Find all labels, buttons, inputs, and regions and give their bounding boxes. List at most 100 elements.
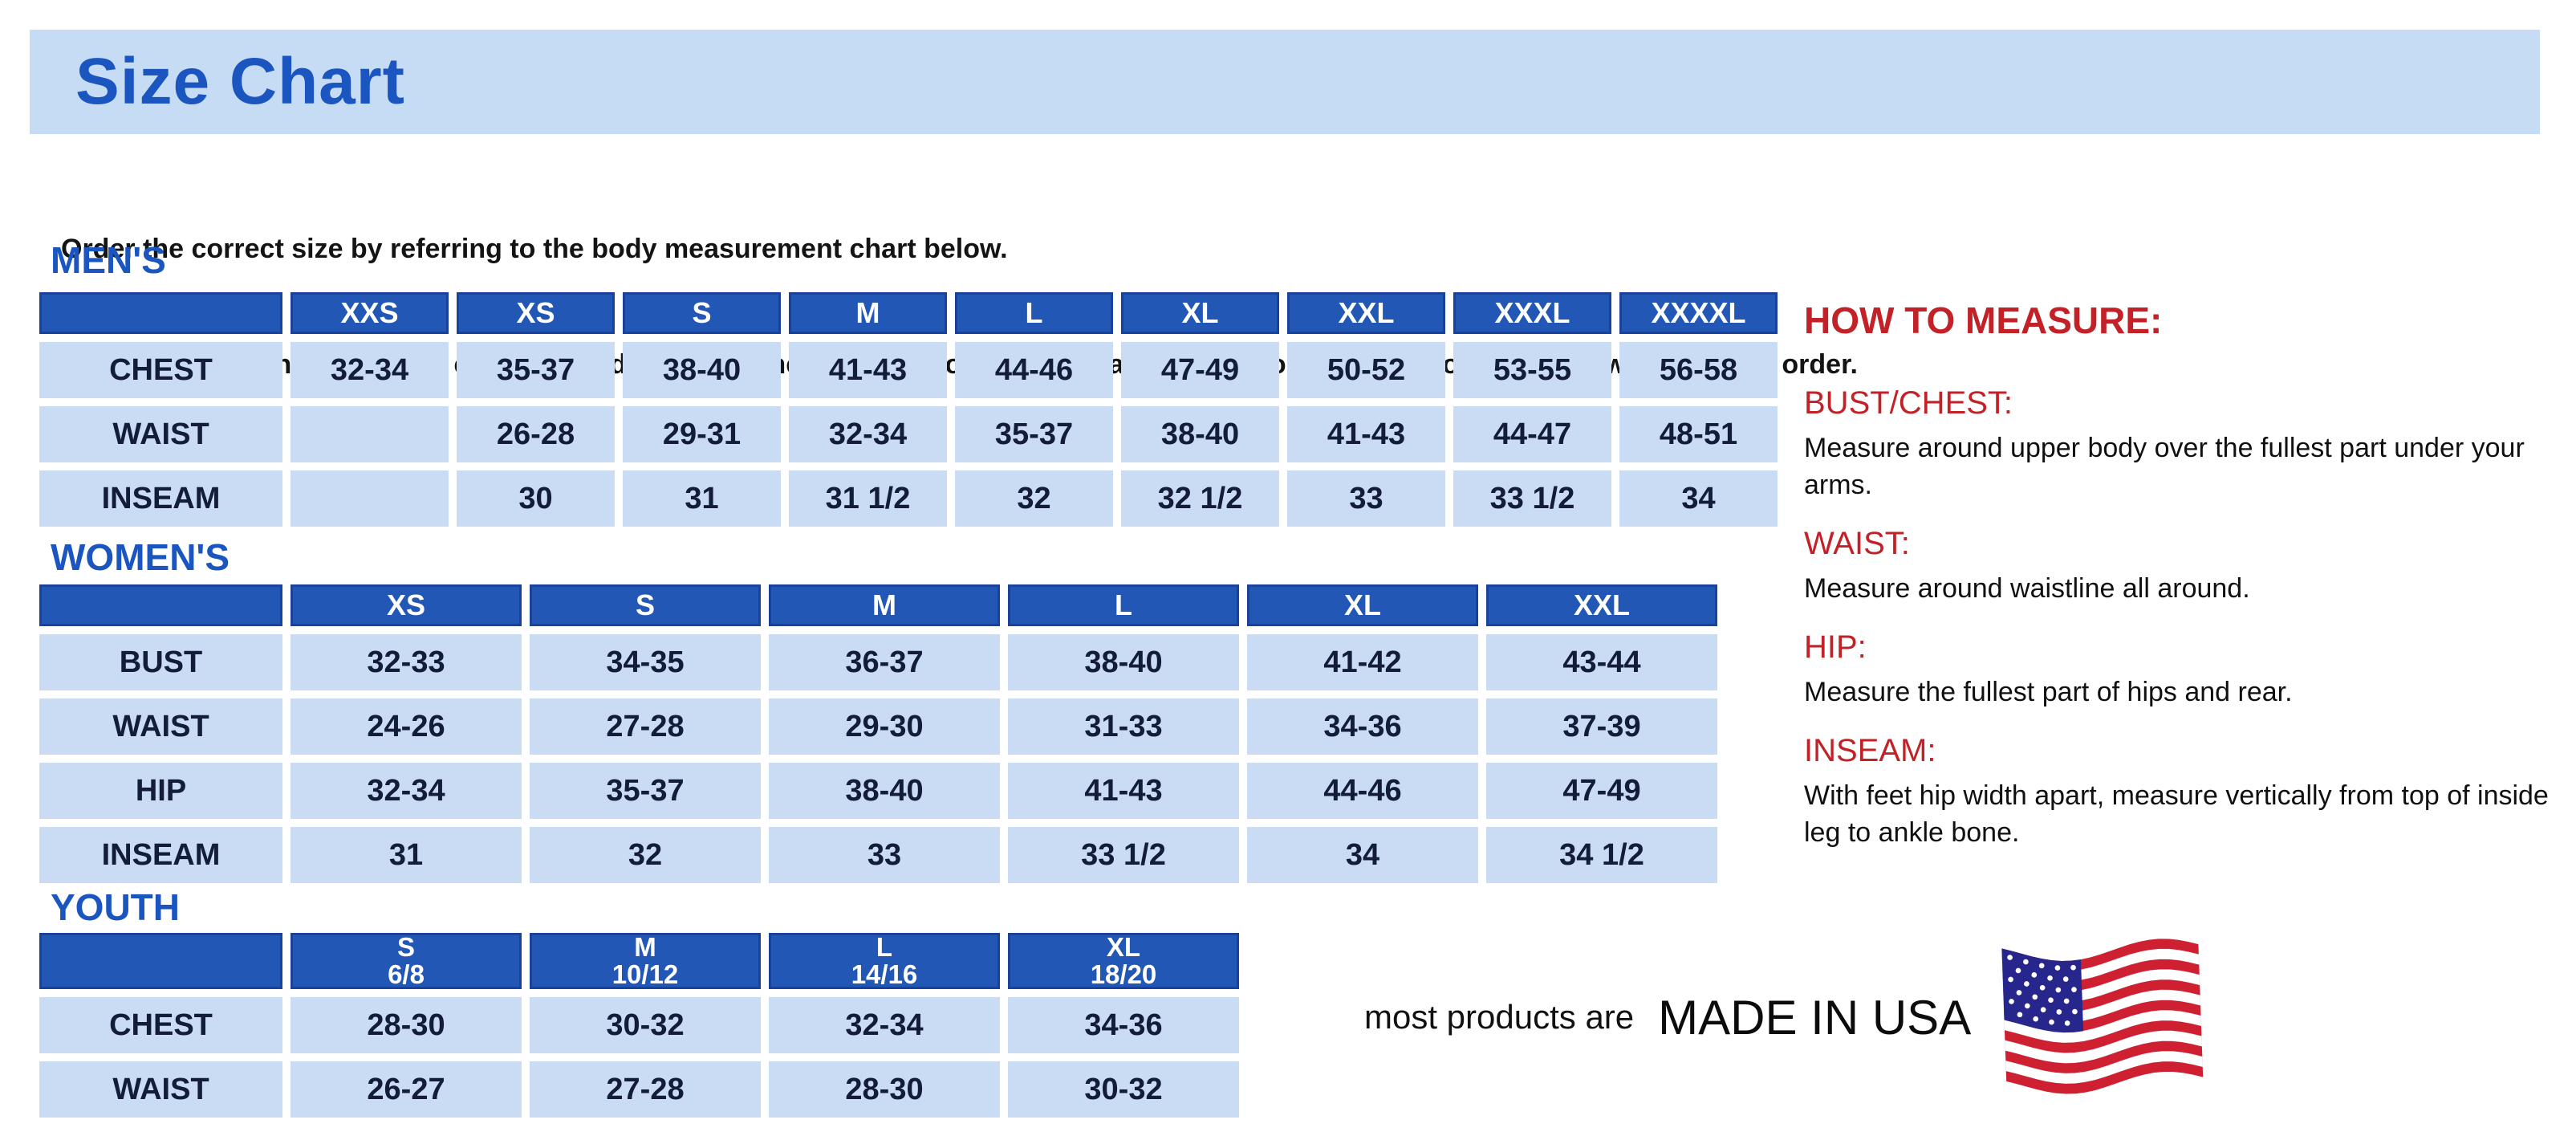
page-title: Size Chart [75, 45, 405, 118]
size-value-cell: 56-58 [1619, 342, 1778, 398]
mens-row-chest: CHEST 32-34 35-37 38-40 41-43 44-46 47-49 50-52… [39, 342, 1778, 398]
corner-cell [39, 292, 282, 334]
corner-cell [39, 933, 282, 989]
measure-item-text: Measure around upper body over the fulle… [1804, 433, 2525, 500]
size-col-header: XXXL [1453, 292, 1611, 334]
size-col-range: 18/20 [1090, 959, 1157, 989]
mens-size-table: XXS XS S M L XL XXL XXXL XXXXL CHEST 32-34 35-37 38-… [39, 292, 1778, 527]
row-label-cell: WAIST [39, 1061, 282, 1118]
size-value-cell: 27-28 [530, 1061, 761, 1118]
mens-row-inseam: INSEAM 30 31 31 1/2 32 32 1/2 33 33 1/2 34 [39, 470, 1778, 527]
size-value-cell: 41-42 [1247, 634, 1478, 690]
size-value-cell: 33 [1287, 470, 1445, 527]
measure-item-text: With feet hip width apart, measure verti… [1804, 780, 2549, 848]
size-value-cell: 32-34 [291, 763, 522, 819]
intro-line-1: Order the correct size by referring to t… [61, 234, 1008, 264]
size-value-cell: 37-39 [1486, 698, 1717, 755]
size-col-header: S [623, 292, 781, 334]
youth-row-chest: CHEST 28-30 30-32 32-34 34-36 [39, 997, 1778, 1053]
mens-section: MEN'S XXS XS S M L XL XXL XXXL XXXXL CHEST 32-34 35… [39, 241, 1778, 527]
size-value-cell: 29-31 [623, 406, 781, 462]
size-value-cell: 30-32 [1008, 1061, 1239, 1118]
mens-row-waist: WAIST 26-28 29-31 32-34 35-37 38-40 41-43 44-47… [39, 406, 1778, 462]
size-value-cell: 38-40 [623, 342, 781, 398]
size-col-range: 14/16 [851, 959, 918, 989]
womens-row-inseam: INSEAM 31 32 33 33 1/2 34 34 1/2 [39, 827, 1778, 883]
size-value-cell: 35-37 [457, 342, 615, 398]
row-label-cell: CHEST [39, 997, 282, 1053]
size-value-cell: 35-37 [955, 406, 1113, 462]
size-col-header: S 6/8 [291, 933, 522, 989]
size-value-cell: 32-34 [789, 406, 947, 462]
size-value-cell: 34-36 [1008, 997, 1239, 1053]
size-value-cell: 26-28 [457, 406, 615, 462]
size-value-cell: 32-34 [769, 997, 1000, 1053]
size-col-header: XL 18/20 [1008, 933, 1239, 989]
size-value-cell: 27-28 [530, 698, 761, 755]
size-value-cell: 24-26 [291, 698, 522, 755]
size-value-cell: 38-40 [769, 763, 1000, 819]
womens-section-title: WOMEN'S [51, 536, 230, 578]
size-value-cell: 48-51 [1619, 406, 1778, 462]
made-in-usa-prefix: most products are [1364, 998, 1635, 1036]
size-col-header: L [955, 292, 1113, 334]
womens-row-waist: WAIST 24-26 27-28 29-30 31-33 34-36 37-39 [39, 698, 1778, 755]
corner-cell [39, 584, 282, 626]
how-to-measure-panel: HOW TO MEASURE: BUST/CHEST: Measure aroun… [1804, 299, 2574, 873]
row-label-cell: HIP [39, 763, 282, 819]
size-value-cell: 32 [530, 827, 761, 883]
size-value-cell: 44-46 [955, 342, 1113, 398]
size-value-cell: 33 1/2 [1008, 827, 1239, 883]
size-value-cell: 31 [623, 470, 781, 527]
youth-header-row: S 6/8 M 10/12 L 14/16 XL 18/20 [39, 933, 1778, 989]
youth-size-table: S 6/8 M 10/12 L 14/16 XL 18/20 CHEST 28-30 30-32 32… [39, 933, 1778, 1118]
womens-section: WOMEN'S XS S M L XL XXL BUST 32-33 34-35 36-37 38-… [39, 538, 1778, 883]
size-value-cell: 32 [955, 470, 1113, 527]
size-col-header: L [1008, 584, 1239, 626]
size-value-cell: 28-30 [769, 1061, 1000, 1118]
row-label-cell: INSEAM [39, 470, 282, 527]
size-value-cell: 32-34 [291, 342, 449, 398]
size-value-cell: 41-43 [1287, 406, 1445, 462]
size-value-cell: 32-33 [291, 634, 522, 690]
size-value-cell: 38-40 [1121, 406, 1279, 462]
row-label-cell: CHEST [39, 342, 282, 398]
row-label-cell: WAIST [39, 698, 282, 755]
row-label-cell: WAIST [39, 406, 282, 462]
size-value-cell: 44-46 [1247, 763, 1478, 819]
womens-size-table: XS S M L XL XXL BUST 32-33 34-35 36-37 38-40 41-42 4… [39, 584, 1778, 883]
size-value-cell: 47-49 [1486, 763, 1717, 819]
size-col-header: M [789, 292, 947, 334]
size-value-cell [291, 406, 449, 462]
size-col-size: M [634, 932, 656, 962]
size-col-header: XL [1121, 292, 1279, 334]
size-col-header: M [769, 584, 1000, 626]
youth-section: YOUTH S 6/8 M 10/12 L 14/16 XL 18/20 CHEST 28-30 3… [39, 888, 1778, 1118]
youth-row-waist: WAIST 26-27 27-28 28-30 30-32 [39, 1061, 1778, 1118]
size-value-cell: 31 1/2 [789, 470, 947, 527]
size-col-size: XL [1106, 932, 1141, 962]
size-value-cell: 33 [769, 827, 1000, 883]
size-value-cell: 30-32 [530, 997, 761, 1053]
measure-item-label: BUST/CHEST: [1804, 385, 2013, 421]
size-value-cell: 34 [1619, 470, 1778, 527]
size-value-cell: 34 1/2 [1486, 827, 1717, 883]
size-value-cell: 47-49 [1121, 342, 1279, 398]
measure-item-text: Measure around waistline all around. [1804, 573, 2250, 604]
measure-item-label: INSEAM: [1804, 733, 1936, 768]
size-col-header: S [530, 584, 761, 626]
size-value-cell: 31 [291, 827, 522, 883]
size-col-range: 6/8 [388, 959, 425, 989]
size-col-size: L [876, 932, 893, 962]
size-col-header: XL [1247, 584, 1478, 626]
size-value-cell: 34-36 [1247, 698, 1478, 755]
size-value-cell: 31-33 [1008, 698, 1239, 755]
size-value-cell: 32 1/2 [1121, 470, 1279, 527]
size-value-cell: 38-40 [1008, 634, 1239, 690]
womens-row-hip: HIP 32-34 35-37 38-40 41-43 44-46 47-49 [39, 763, 1778, 819]
usa-flag-icon [2001, 939, 2204, 1094]
womens-header-row: XS S M L XL XXL [39, 584, 1778, 626]
size-value-cell: 29-30 [769, 698, 1000, 755]
size-col-range: 10/12 [611, 959, 679, 989]
size-col-header: XXL [1287, 292, 1445, 334]
